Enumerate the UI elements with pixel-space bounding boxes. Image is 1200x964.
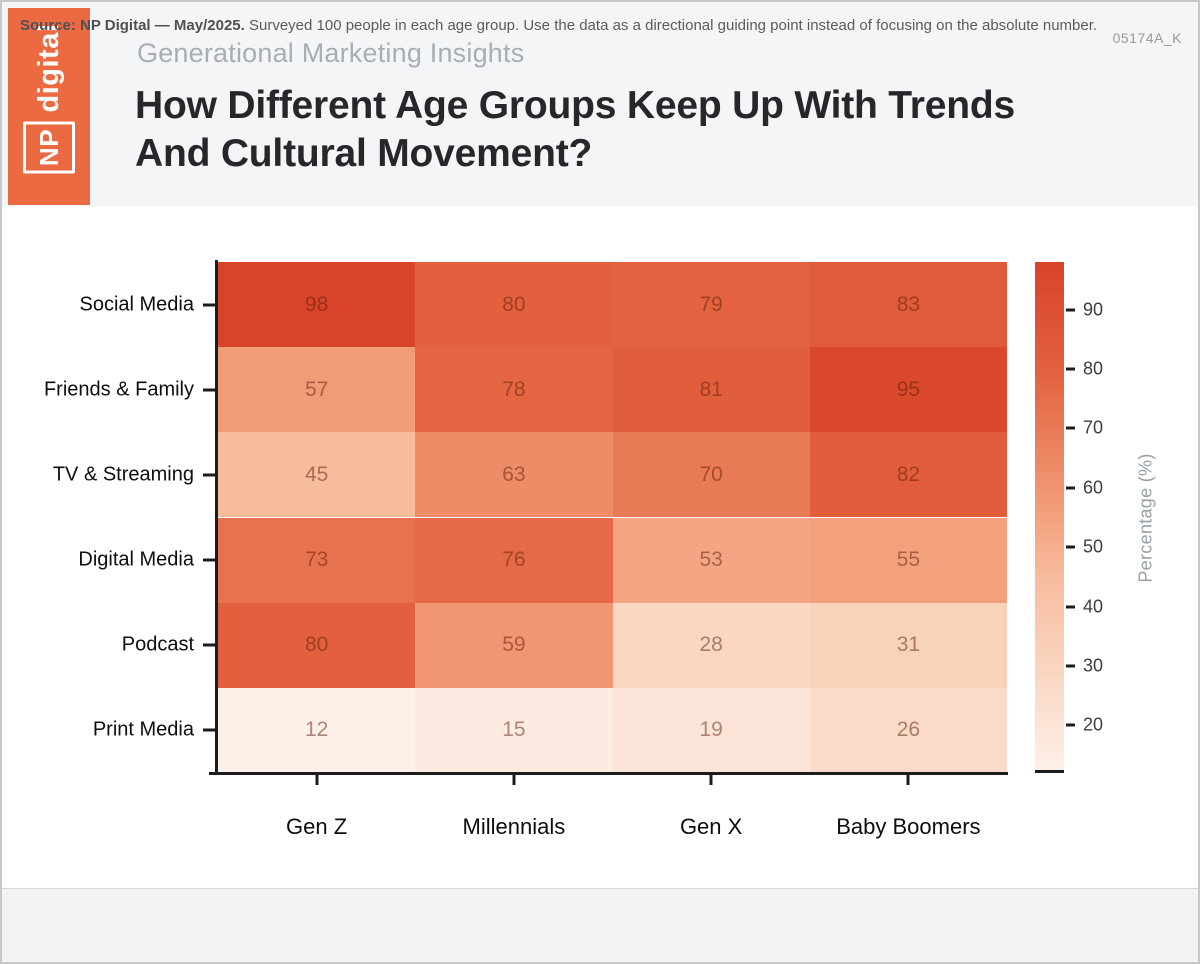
heatmap-cell-podcast-gen-z: 80 <box>218 602 416 688</box>
colorbar-tick <box>1066 545 1075 549</box>
chart-eyebrow: Generational Marketing Insights <box>137 38 525 68</box>
colorbar-tick-label-50: 50 <box>1083 536 1104 557</box>
y-axis-tick <box>203 558 215 562</box>
y-axis-line <box>215 260 218 775</box>
logo-digital-text: digital <box>32 23 65 112</box>
heatmap-cell-social-media-baby-boomers: 83 <box>809 262 1007 348</box>
row-label-social-media: Social Media <box>79 293 194 316</box>
heatmap-cell-print-media-gen-x: 19 <box>612 687 810 773</box>
x-axis-tick <box>906 775 910 785</box>
colorbar-tick-label-60: 60 <box>1083 477 1104 498</box>
header-band <box>2 2 1198 206</box>
np-logo-text: NP <box>33 128 64 166</box>
row-label-friends-family: Friends & Family <box>43 378 194 401</box>
colorbar-tick <box>1066 367 1075 371</box>
column-label-millennials: Millennials <box>462 814 566 839</box>
colorbar-gradient <box>1035 262 1064 773</box>
colorbar-tick <box>1066 308 1075 312</box>
np-logo-icon: NP <box>23 121 75 173</box>
colorbar-tick-label-20: 20 <box>1083 714 1104 735</box>
colorbar-tick-label-80: 80 <box>1083 358 1104 379</box>
column-label-baby-boomers: Baby Boomers <box>836 814 981 839</box>
heatmap-cell-podcast-baby-boomers: 31 <box>809 602 1007 688</box>
row-label-print-media: Print Media <box>92 718 194 741</box>
heatmap-cell-print-media-gen-z: 12 <box>218 687 416 773</box>
heatmap-cell-print-media-baby-boomers: 26 <box>809 687 1007 773</box>
heatmap-cell-tv-streaming-gen-x: 70 <box>612 432 810 518</box>
x-axis-tick <box>315 775 319 785</box>
heatmap-cell-print-media-millennials: 15 <box>415 687 613 773</box>
colorbar-tick-label-70: 70 <box>1083 417 1104 438</box>
colorbar-axis-label: Percentage (%) <box>1135 453 1156 583</box>
x-axis-tick <box>709 775 713 785</box>
y-axis-tick <box>203 303 215 307</box>
heatmap-cell-podcast-millennials: 59 <box>415 602 613 688</box>
heatmap-cell-digital-media-millennials: 76 <box>415 517 613 603</box>
row-label-tv-streaming: TV & Streaming <box>52 463 194 486</box>
heatmap-cell-friends-family-gen-z: 57 <box>218 347 416 433</box>
colorbar-tick <box>1066 486 1075 490</box>
row-label-digital-media: Digital Media <box>78 548 194 571</box>
heatmap-cell-tv-streaming-baby-boomers: 82 <box>809 432 1007 518</box>
colorbar-tick <box>1066 426 1075 430</box>
source-note: Source: NP Digital — May/2025. Surveyed … <box>20 15 1100 36</box>
row-label-podcast: Podcast <box>121 633 194 656</box>
heatmap-cell-friends-family-baby-boomers: 95 <box>809 347 1007 433</box>
column-label-gen-z: Gen Z <box>286 814 348 839</box>
footer-band <box>2 888 1198 962</box>
heatmap-cell-friends-family-gen-x: 81 <box>612 347 810 433</box>
heatmap-cell-podcast-gen-x: 28 <box>612 602 810 688</box>
heatmap-plot: 98 80 79 83 57 78 81 95 45 63 70 82 73 76 53 55 80 59 28 31… <box>218 262 1007 773</box>
y-axis-tick <box>203 643 215 647</box>
y-axis-tick <box>203 473 215 477</box>
source-note-rest: Surveyed 100 people in each age group. U… <box>244 17 1098 34</box>
np-digital-logo: NP digital <box>8 8 90 205</box>
x-axis-line <box>209 772 1008 775</box>
heatmap-cell-tv-streaming-gen-z: 45 <box>218 432 416 518</box>
column-label-gen-x: Gen X <box>679 814 743 839</box>
heatmap-cell-digital-media-gen-x: 53 <box>612 517 810 603</box>
colorbar-tick <box>1066 605 1075 609</box>
heatmap-cell-social-media-millennials: 80 <box>415 262 613 348</box>
y-axis-tick <box>203 728 215 732</box>
x-axis-tick <box>512 775 516 785</box>
colorbar-tick-label-90: 90 <box>1083 299 1104 320</box>
colorbar-tick <box>1066 723 1075 727</box>
logo-rotated-content: NP digital <box>8 8 90 205</box>
reference-code: 05174A_K <box>1112 30 1182 46</box>
heatmap-cell-friends-family-millennials: 78 <box>415 347 613 433</box>
page-title: How Different Age Groups Keep Up With Tr… <box>135 84 1015 176</box>
heatmap-cell-social-media-gen-x: 79 <box>612 262 810 348</box>
colorbar-tick-label-30: 30 <box>1083 655 1104 676</box>
heatmap-cell-digital-media-baby-boomers: 55 <box>809 517 1007 603</box>
heatmap-cell-tv-streaming-millennials: 63 <box>415 432 613 518</box>
source-note-bold: Source: NP Digital — May/2025. <box>20 17 245 34</box>
colorbar-tick <box>1066 664 1075 668</box>
y-axis-tick <box>203 388 215 392</box>
colorbar-tick-label-40: 40 <box>1083 596 1104 617</box>
heatmap-cell-social-media-gen-z: 98 <box>218 262 416 348</box>
heatmap-cell-digital-media-gen-z: 73 <box>218 517 416 603</box>
